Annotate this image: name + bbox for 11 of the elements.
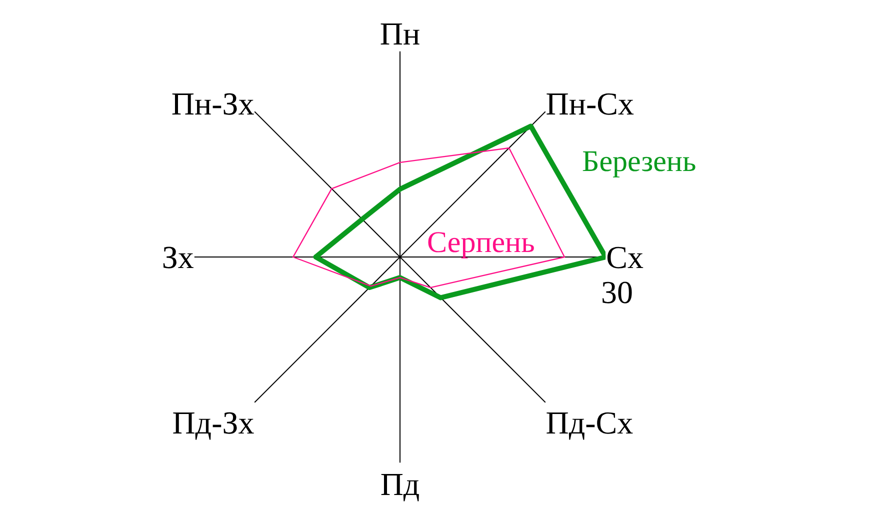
spoke-label: Пд-Сх: [546, 404, 634, 440]
spoke-label: Пд: [380, 466, 420, 502]
series-label: Серпень: [427, 226, 535, 259]
spoke-label: Зх: [162, 239, 194, 276]
spoke-label: Пн-Зх: [171, 86, 254, 122]
text: 30: [601, 274, 633, 310]
spoke-label: Пн: [380, 16, 420, 52]
spoke-label: Сх: [606, 239, 644, 276]
spoke-label: Пд-Зх: [172, 404, 254, 440]
series-label: Березень: [582, 145, 696, 178]
spoke-label: Пн-Сх: [546, 86, 634, 122]
